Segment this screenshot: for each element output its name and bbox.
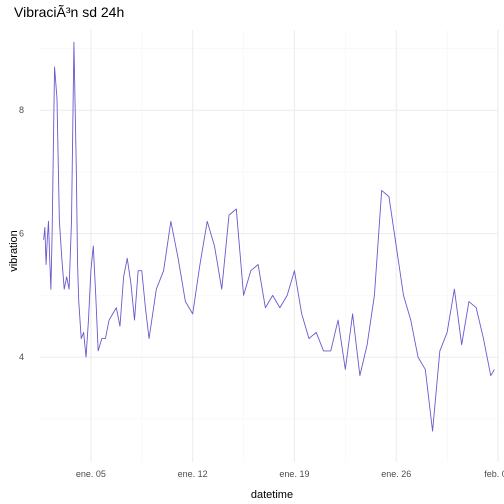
y-tick-label-2: 8 bbox=[19, 105, 24, 115]
grid-minor-y bbox=[40, 48, 498, 420]
x-tick-label-3: ene. 26 bbox=[381, 469, 411, 479]
y-tick-labels: 4 6 8 bbox=[19, 105, 24, 362]
grid-minor-x bbox=[141, 30, 448, 462]
x-axis-label: datetime bbox=[251, 489, 293, 501]
grid-major-x bbox=[90, 30, 499, 462]
x-tick-label-1: ene. 12 bbox=[178, 469, 208, 479]
series-layer bbox=[43, 41, 495, 432]
chart-title: VibraciÃ³n sd 24h bbox=[14, 4, 124, 20]
x-tick-label-4: feb. 02 bbox=[484, 469, 504, 479]
x-tick-label-2: ene. 19 bbox=[279, 469, 309, 479]
x-tick-labels: ene. 05 ene. 12 ene. 19 ene. 26 feb. 02 bbox=[76, 469, 504, 479]
series-line-0 bbox=[43, 41, 495, 432]
y-axis-label: vibration bbox=[8, 230, 20, 272]
x-tick-label-0: ene. 05 bbox=[76, 469, 106, 479]
y-tick-label-1: 6 bbox=[19, 229, 24, 239]
grid-major-y bbox=[40, 109, 498, 358]
y-tick-label-0: 4 bbox=[19, 352, 24, 362]
